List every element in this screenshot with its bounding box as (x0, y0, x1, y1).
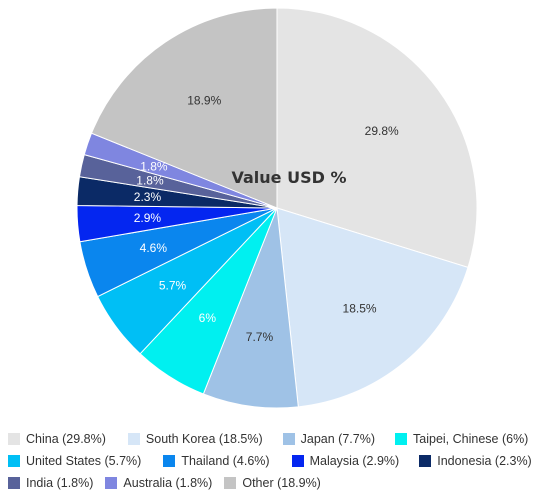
legend-swatch (419, 455, 432, 467)
legend-item-india[interactable]: India (1.8%) (8, 476, 93, 490)
data-label: 5.7% (159, 278, 187, 292)
legend-label: South Korea (18.5%) (145, 432, 263, 446)
legend-item-australia[interactable]: Australia (1.8%) (105, 476, 212, 490)
data-label: 1.8% (136, 173, 164, 187)
legend-label: Indonesia (2.3%) (437, 454, 532, 468)
legend-label: China (29.8%) (26, 432, 106, 446)
chart-title: Value USD % (232, 168, 347, 187)
legend-swatch (224, 477, 237, 489)
legend-row: United States (5.7%) Thailand (4.6%) Mal… (8, 450, 554, 472)
legend-item-united-states[interactable]: United States (5.7%) (8, 454, 141, 468)
legend-label: United States (5.7%) (26, 454, 142, 468)
legend-item-thailand[interactable]: Thailand (4.6%) (163, 454, 270, 468)
pie-slice-japan[interactable] (202, 207, 299, 409)
pie-slice-china[interactable] (276, 7, 478, 269)
data-label: 29.8% (365, 124, 399, 138)
data-label: 1.8% (140, 159, 168, 173)
legend-item-malaysia[interactable]: Malaysia (2.9%) (291, 454, 400, 468)
legend-label: Taipei, Chinese (6%) (413, 432, 529, 446)
data-label: 2.3% (134, 190, 162, 204)
pie-chart: 29.8% 18.5% 7.7% 6% 5.7% 4.6% 2.9% 2.3% 1.8%1.8%… (76, 7, 478, 409)
data-label: 4.6% (140, 241, 168, 255)
legend: China (29.8%) South Korea (18.5%) Japan … (8, 428, 554, 494)
legend-item-china[interactable]: China (29.8%) (8, 432, 106, 446)
pie-labels: 29.8% 18.5% 7.7% 6% 5.7% 4.6% 2.9% 2.3% 1.8%1.8%… (134, 93, 399, 344)
legend-row: India (1.8%) Australia (1.8%) Other (18.… (8, 472, 554, 494)
legend-row: China (29.8%) South Korea (18.5%) Japan … (8, 428, 554, 450)
legend-swatch (8, 433, 20, 445)
legend-swatch (163, 455, 176, 467)
legend-item-south-korea[interactable]: South Korea (18.5%) (127, 432, 263, 446)
legend-item-other[interactable]: Other (18.9%) (224, 476, 321, 490)
legend-item-japan[interactable]: Japan (7.7%) (282, 432, 376, 446)
data-label: 7.7% (246, 330, 274, 344)
data-label: 18.9% (187, 93, 221, 107)
legend-swatch (395, 433, 408, 445)
data-label: 18.5% (343, 301, 377, 315)
legend-label: Other (18.9%) (242, 476, 321, 490)
pie-slice-other[interactable] (90, 7, 278, 209)
data-label: 2.9% (134, 211, 162, 225)
legend-label: India (1.8%) (26, 476, 94, 490)
data-label: 6% (199, 311, 217, 325)
legend-item-taipei-chinese[interactable]: Taipei, Chinese (6%) (395, 432, 528, 446)
legend-swatch (8, 455, 20, 467)
pie-slice-south-korea[interactable] (276, 207, 469, 408)
legend-item-indonesia[interactable]: Indonesia (2.3%) (419, 454, 532, 468)
legend-label: Thailand (4.6%) (181, 454, 270, 468)
legend-label: Australia (1.8%) (123, 476, 213, 490)
legend-swatch (127, 433, 140, 445)
legend-swatch (8, 477, 20, 489)
pie-slices (76, 7, 478, 409)
legend-swatch (291, 455, 304, 467)
legend-label: Malaysia (2.9%) (309, 454, 400, 468)
legend-swatch (105, 477, 118, 489)
legend-label: Japan (7.7%) (300, 432, 376, 446)
legend-swatch (282, 433, 295, 445)
